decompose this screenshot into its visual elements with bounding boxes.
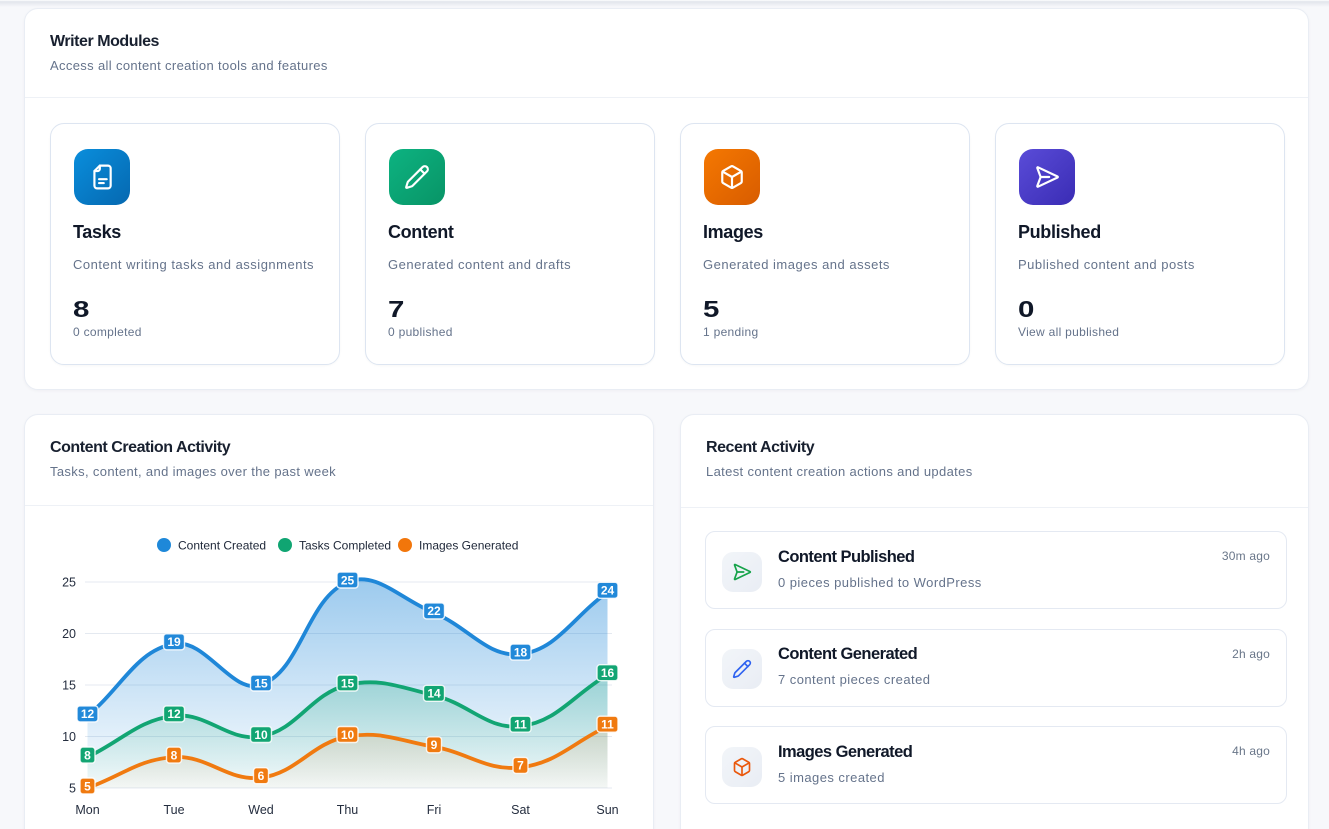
svg-text:22: 22	[427, 604, 441, 618]
svg-text:9: 9	[431, 738, 438, 752]
svg-text:6: 6	[258, 769, 265, 783]
svg-text:5: 5	[84, 779, 91, 793]
svg-text:11: 11	[601, 718, 614, 732]
svg-text:8: 8	[84, 748, 91, 762]
svg-text:25: 25	[62, 576, 76, 590]
svg-text:10: 10	[341, 728, 355, 742]
svg-text:18: 18	[514, 645, 528, 659]
svg-text:Images Generated: Images Generated	[419, 539, 518, 553]
svg-text:11: 11	[514, 718, 527, 732]
svg-text:16: 16	[601, 666, 615, 680]
svg-text:10: 10	[62, 730, 76, 744]
svg-text:15: 15	[341, 676, 355, 690]
svg-text:7: 7	[517, 759, 524, 773]
svg-text:15: 15	[254, 676, 268, 690]
svg-text:12: 12	[81, 707, 95, 721]
svg-text:Wed: Wed	[248, 803, 274, 817]
svg-text:Sat: Sat	[511, 803, 530, 817]
svg-text:20: 20	[62, 627, 76, 641]
svg-text:Mon: Mon	[75, 803, 99, 817]
svg-text:8: 8	[171, 748, 178, 762]
svg-text:Content Created: Content Created	[178, 539, 266, 553]
svg-text:5: 5	[69, 782, 76, 796]
svg-text:Fri: Fri	[427, 803, 442, 817]
svg-text:25: 25	[341, 573, 355, 587]
svg-text:19: 19	[167, 635, 181, 649]
svg-text:10: 10	[254, 728, 268, 742]
svg-text:15: 15	[62, 679, 76, 693]
svg-text:24: 24	[601, 584, 615, 598]
svg-text:12: 12	[167, 707, 181, 721]
svg-text:Thu: Thu	[337, 803, 359, 817]
svg-text:14: 14	[427, 687, 441, 701]
svg-text:Tasks Completed: Tasks Completed	[299, 539, 391, 553]
svg-text:Sun: Sun	[596, 803, 618, 817]
svg-text:Tue: Tue	[163, 803, 184, 817]
